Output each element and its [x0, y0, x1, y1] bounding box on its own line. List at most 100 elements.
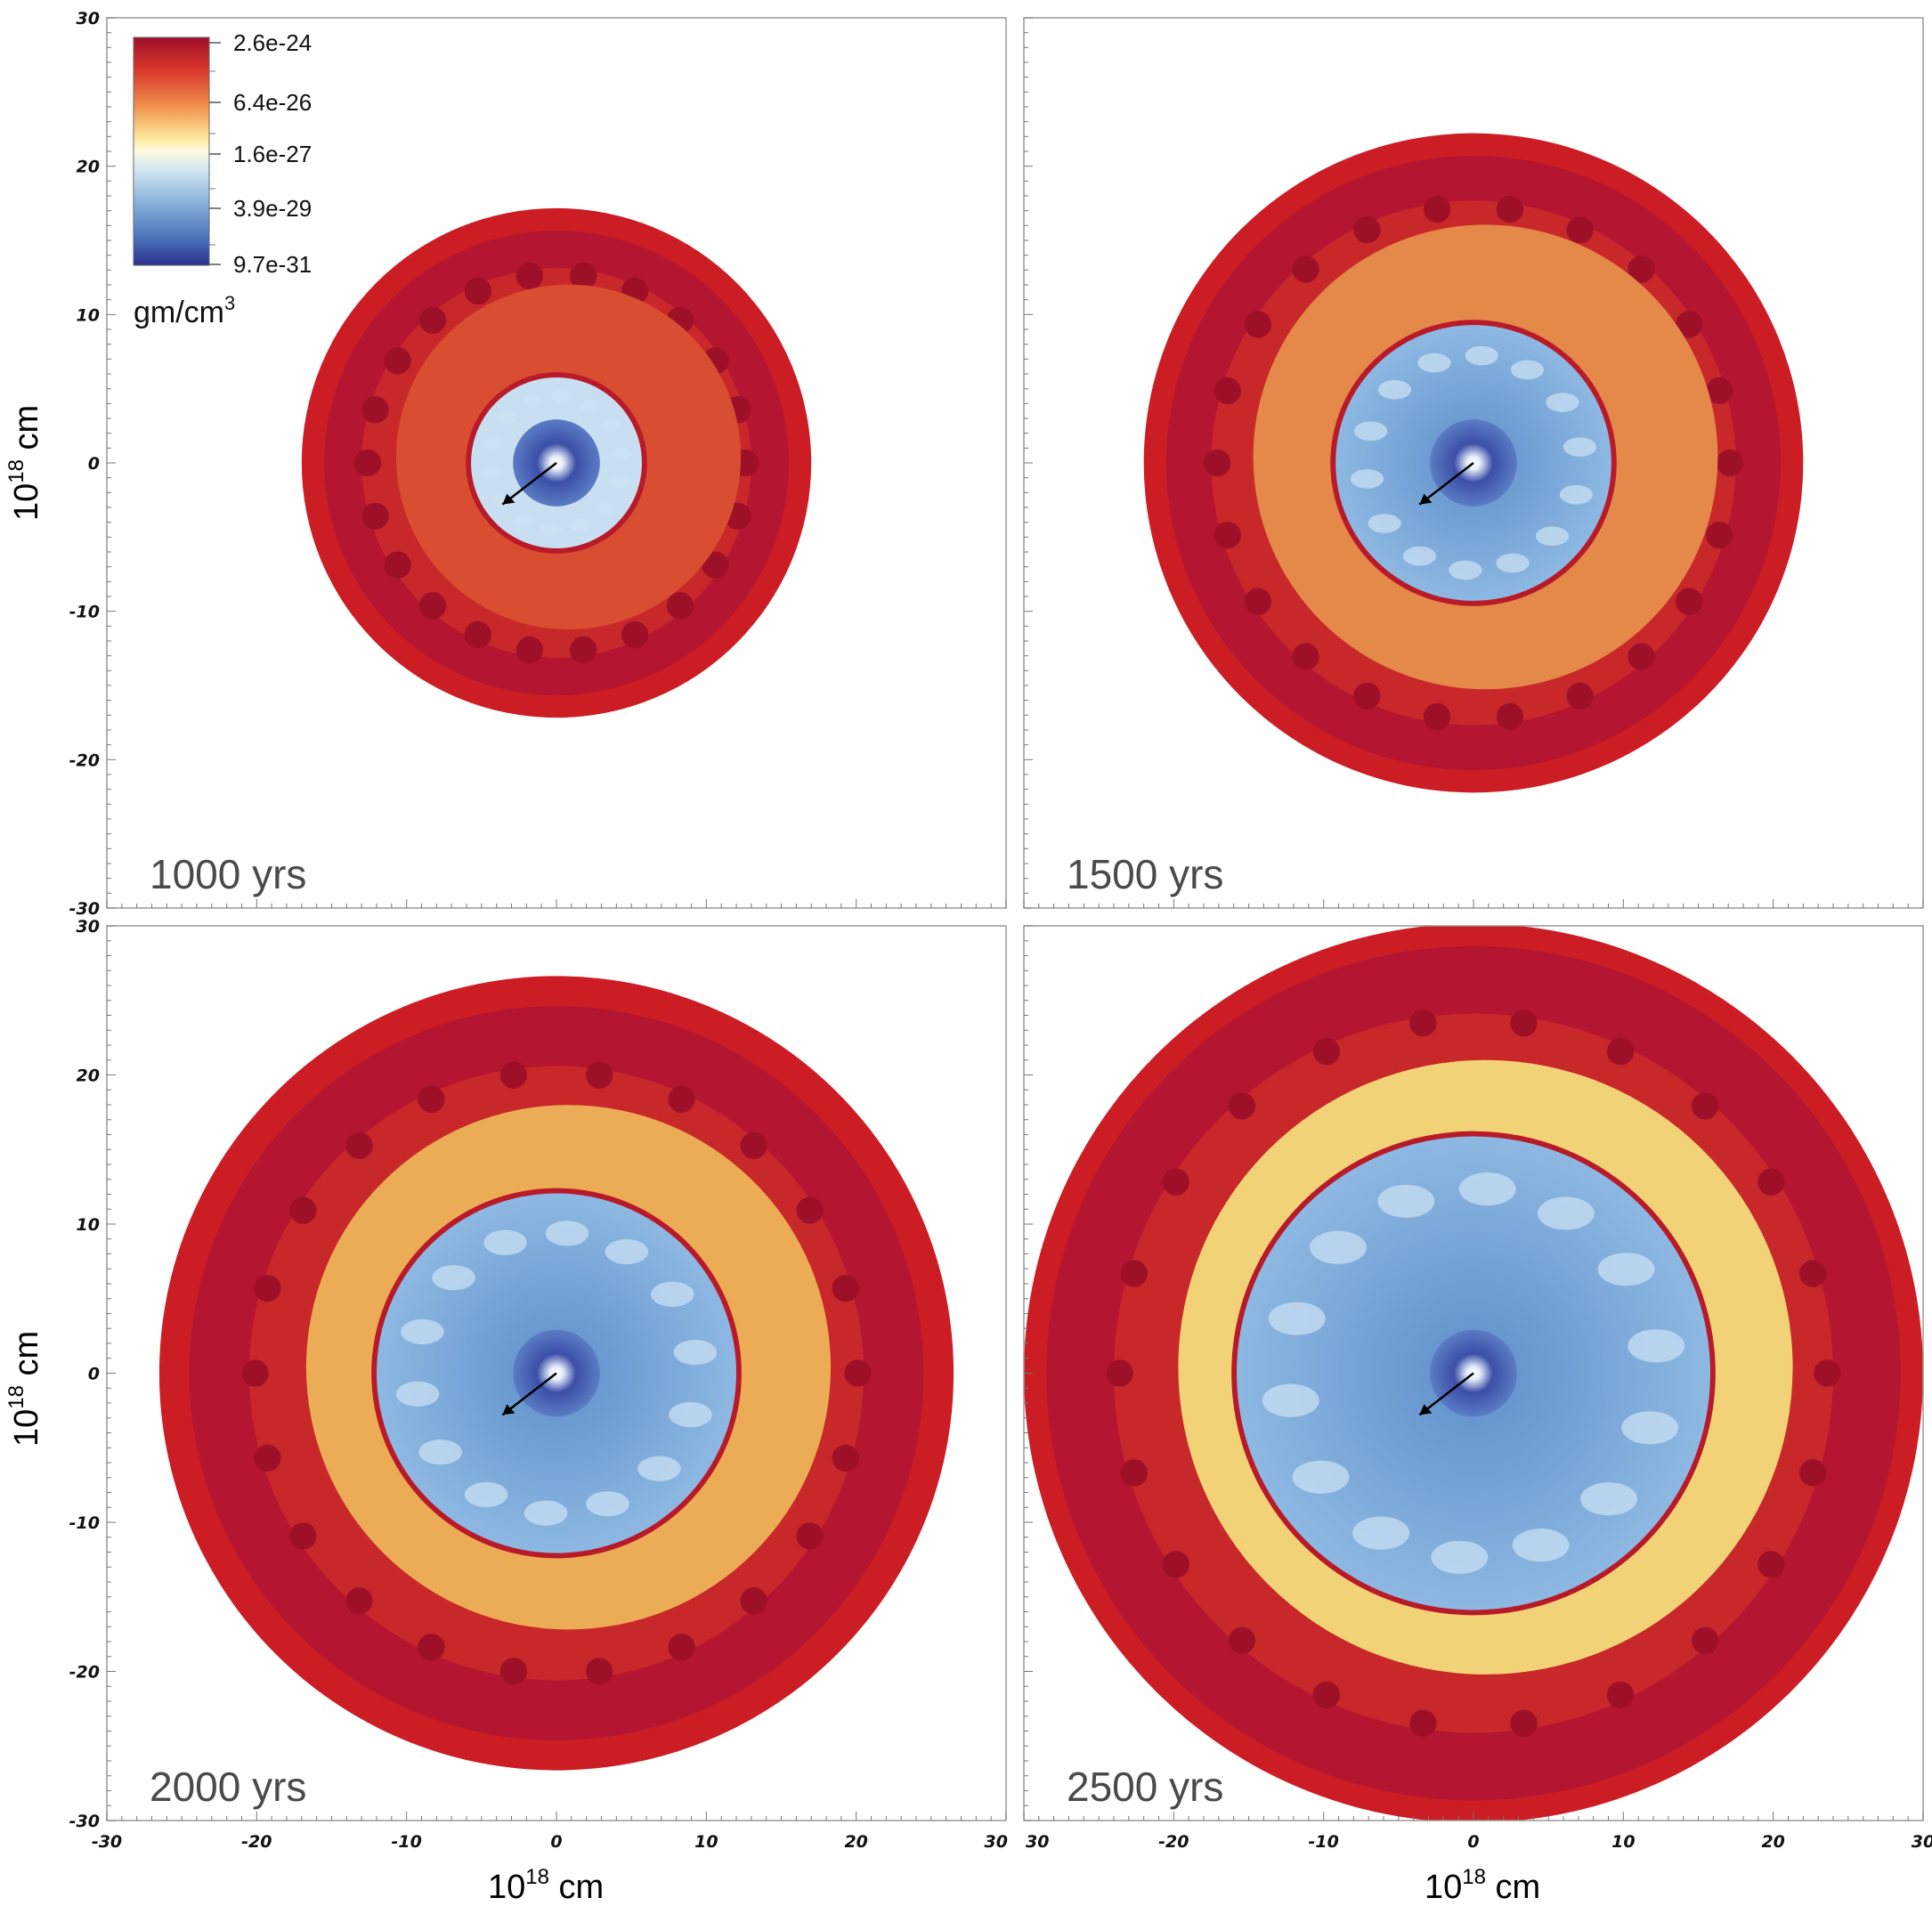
motion-arrow-head [502, 1404, 515, 1415]
rt-finger [740, 1131, 767, 1159]
y-axis-title-bottom-exp: 18 [4, 1385, 28, 1409]
ejecta-wisp [612, 447, 633, 459]
rt-finger [1244, 311, 1271, 338]
rt-finger [1353, 682, 1381, 710]
x-axis-title-left-base: 10 [488, 1869, 525, 1906]
rt-finger [586, 1061, 613, 1089]
rt-finger [1692, 1092, 1719, 1120]
time-label: 1000 yrs [150, 851, 306, 897]
ejecta-wisp [483, 1229, 527, 1255]
y-axis-title-bottom-unit: cm [8, 1331, 45, 1385]
rt-finger [570, 262, 597, 290]
y-axis-title-top: 1018 cm [4, 405, 45, 521]
ejecta-wisp [522, 394, 543, 408]
rt-finger [418, 306, 447, 334]
y-tick-label: 0 [88, 454, 100, 474]
rt-finger [1292, 255, 1319, 283]
motion-arrow-head [1419, 1404, 1433, 1415]
panel-3: 2000 yrs [106, 925, 1007, 1821]
rt-finger [586, 1658, 613, 1685]
panel-2: 1500 yrs [1023, 17, 1924, 909]
ejecta-wisp [673, 1340, 718, 1366]
rt-finger [1706, 377, 1733, 405]
ejecta-wisp [540, 523, 562, 536]
rt-finger [1120, 1260, 1148, 1287]
ejecta-wisp [545, 1221, 589, 1246]
colorbar-gradient [133, 36, 210, 266]
rt-finger [1676, 311, 1703, 338]
rt-finger [515, 636, 543, 664]
ejecta-wisp [1512, 1529, 1570, 1562]
rt-finger [1814, 1359, 1841, 1387]
ejecta-wisp [1621, 1411, 1679, 1445]
y-tick-label: -10 [69, 603, 100, 622]
colorbar-unit: gm/cm3 [134, 292, 235, 329]
colorbar-label-0: 2.6e-24 [233, 29, 312, 56]
y-tick-label: 10 [77, 1215, 100, 1235]
ejecta-wisp [1350, 469, 1384, 489]
colorbar-unit-exp: 3 [224, 292, 235, 314]
rt-finger [1510, 1010, 1538, 1037]
rt-finger [570, 636, 597, 664]
rt-finger [1162, 1168, 1189, 1196]
rt-finger [1510, 1709, 1538, 1737]
y-axis-title-bottom-base: 10 [8, 1409, 45, 1447]
rt-finger [289, 1522, 317, 1550]
ejecta-wisp [418, 1440, 462, 1465]
rt-finger [499, 1061, 527, 1089]
ejecta-wisp [1546, 393, 1579, 412]
rt-finger [1312, 1037, 1341, 1066]
colorbar-label-1: 6.4e-26 [233, 89, 312, 116]
rt-finger [832, 1444, 859, 1472]
rt-finger [1606, 1681, 1635, 1709]
rt-finger [1353, 216, 1381, 244]
ejecta-wisp [1310, 1230, 1367, 1264]
rt-finger [702, 551, 729, 579]
ejecta-wisp [1537, 1196, 1595, 1230]
x-axis-title-left-exp: 18 [525, 1865, 549, 1889]
x-axis-title-left: 1018 cm [488, 1865, 604, 1906]
ejecta-wisp [395, 1381, 440, 1407]
ejecta-wisp [1496, 553, 1530, 573]
rt-finger [418, 592, 447, 620]
rt-finger [1423, 702, 1451, 731]
ejecta-wisp [1352, 1516, 1410, 1550]
motion-arrow [501, 1372, 557, 1416]
rt-finger [796, 1522, 824, 1550]
y-tick-label: 20 [77, 1067, 100, 1086]
rt-finger [844, 1359, 872, 1387]
motion-arrow-head [502, 493, 515, 505]
ejecta-wisp [464, 1481, 508, 1508]
rt-finger [1757, 1168, 1785, 1196]
panel-1: 1000 yrs [106, 17, 1007, 909]
rt-finger [289, 1196, 317, 1224]
rt-finger [740, 1587, 767, 1615]
ejecta-wisp [595, 502, 616, 515]
time-label: 1500 yrs [1067, 851, 1223, 897]
rt-finger [1409, 1709, 1437, 1737]
ejecta-wisp [1262, 1383, 1319, 1417]
rt-finger [361, 396, 389, 424]
ejecta-wisp [551, 390, 572, 403]
rt-finger [418, 1634, 445, 1661]
x-tick-label: 0 [1467, 1832, 1479, 1852]
panel-4: 2500 yrs [1023, 925, 1924, 1821]
y-tick-label: 0 [88, 1365, 100, 1384]
ejecta-wisp [432, 1265, 475, 1291]
ejecta-wisp [637, 1456, 681, 1481]
time-label: 2000 yrs [150, 1764, 306, 1810]
ejecta-wisp [586, 1491, 629, 1517]
ejecta-wisp [1417, 353, 1451, 373]
ejecta-wisp [497, 411, 518, 424]
ejecta-wisp [1597, 1253, 1655, 1286]
x-tick-label: -10 [392, 1832, 422, 1852]
rt-finger [1566, 216, 1594, 244]
ejecta-wisp [1510, 360, 1545, 380]
x-tick-label: 10 [1611, 1832, 1635, 1852]
rt-finger [1628, 643, 1655, 670]
rt-finger [1566, 682, 1594, 710]
x-axis-title-right-unit: cm [1486, 1869, 1540, 1906]
ejecta-wisp [1628, 1329, 1685, 1363]
ejecta-wisp [1449, 560, 1482, 580]
